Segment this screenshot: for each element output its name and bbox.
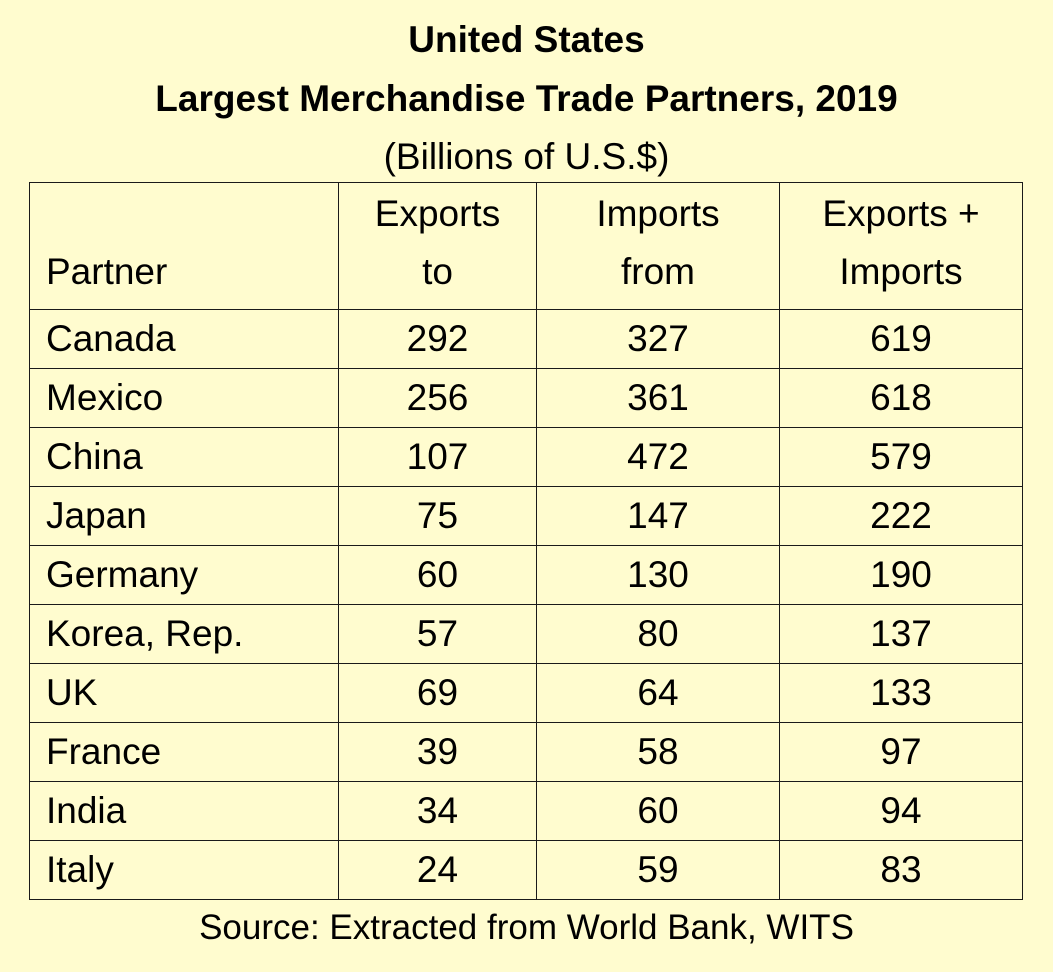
table-row: Japan 75 147 222 [29, 486, 1023, 546]
table-row: India 34 60 94 [29, 781, 1023, 841]
total-cell: 83 [779, 840, 1023, 900]
imports-cell: 64 [536, 663, 780, 723]
imports-cell: 60 [536, 781, 780, 841]
exports-cell: 256 [338, 368, 537, 428]
imports-cell: 361 [536, 368, 780, 428]
exports-cell: 57 [338, 604, 537, 664]
header-exports-line-2: to [422, 251, 453, 292]
table-row: Canada 292 327 619 [29, 309, 1023, 369]
partner-cell: Mexico [29, 368, 339, 428]
imports-cell: 130 [536, 545, 780, 605]
imports-cell: 80 [536, 604, 780, 664]
trade-partners-table: Partner Exports to Imports from Exports … [29, 182, 1023, 900]
chart-title-line-1: United States [408, 19, 645, 60]
total-cell: 94 [779, 781, 1023, 841]
total-cell: 579 [779, 427, 1023, 487]
total-cell: 619 [779, 309, 1023, 369]
header-total: Exports + Imports [779, 182, 1023, 310]
chart-title-line-2: Largest Merchandise Trade Partners, 2019 [155, 78, 898, 119]
imports-cell: 147 [536, 486, 780, 546]
exports-cell: 34 [338, 781, 537, 841]
source-note: Source: Extracted from World Bank, WITS [199, 908, 854, 947]
imports-cell: 58 [536, 722, 780, 782]
exports-cell: 107 [338, 427, 537, 487]
total-cell: 618 [779, 368, 1023, 428]
exports-cell: 39 [338, 722, 537, 782]
partner-cell: Japan [29, 486, 339, 546]
partner-cell: Italy [29, 840, 339, 900]
partner-cell: Germany [29, 545, 339, 605]
header-partner: Partner [29, 182, 339, 310]
header-imports: Imports from [536, 182, 780, 310]
partner-cell: UK [29, 663, 339, 723]
total-cell: 137 [779, 604, 1023, 664]
table-row: Italy 24 59 83 [29, 840, 1023, 900]
exports-cell: 60 [338, 545, 537, 605]
table-row: Germany 60 130 190 [29, 545, 1023, 605]
table-row: France 39 58 97 [29, 722, 1023, 782]
table-body: Canada 292 327 619 Mexico 256 361 618 China 107 47… [29, 309, 1023, 900]
total-cell: 222 [779, 486, 1023, 546]
header-imports-line-2: from [621, 251, 695, 292]
exports-cell: 24 [338, 840, 537, 900]
table-row: Mexico 256 361 618 [29, 368, 1023, 428]
table-header-row: Partner Exports to Imports from Exports … [29, 182, 1023, 310]
exports-cell: 292 [338, 309, 537, 369]
table-row: UK 69 64 133 [29, 663, 1023, 723]
exports-cell: 75 [338, 486, 537, 546]
partner-cell: Canada [29, 309, 339, 369]
imports-cell: 472 [536, 427, 780, 487]
table-row: China 107 472 579 [29, 427, 1023, 487]
table-row: Korea, Rep. 57 80 137 [29, 604, 1023, 664]
total-cell: 97 [779, 722, 1023, 782]
imports-cell: 59 [536, 840, 780, 900]
header-exports: Exports to [338, 182, 537, 310]
chart-subtitle: (Billions of U.S.$) [383, 136, 670, 177]
imports-cell: 327 [536, 309, 780, 369]
partner-cell: Korea, Rep. [29, 604, 339, 664]
header-total-line-1: Exports + [822, 193, 980, 234]
partner-cell: France [29, 722, 339, 782]
total-cell: 190 [779, 545, 1023, 605]
exports-cell: 69 [338, 663, 537, 723]
header-imports-line-1: Imports [596, 193, 720, 234]
partner-cell: India [29, 781, 339, 841]
header-total-line-2: Imports [839, 251, 963, 292]
total-cell: 133 [779, 663, 1023, 723]
partner-cell: China [29, 427, 339, 487]
header-exports-line-1: Exports [374, 193, 501, 234]
